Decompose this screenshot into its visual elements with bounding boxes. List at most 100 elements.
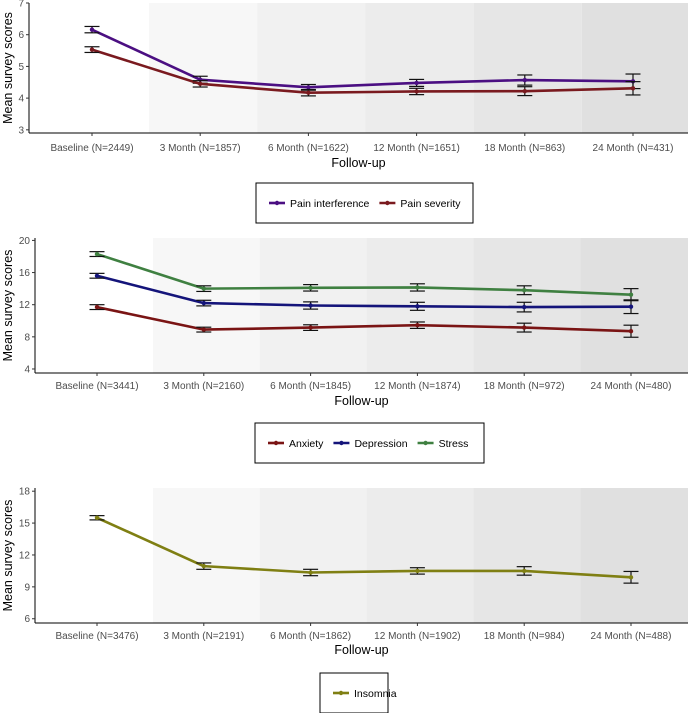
- legend-key-point: [423, 440, 428, 446]
- legend-key-point: [273, 440, 279, 446]
- legend-label: Depression: [354, 438, 407, 450]
- x-tick-label: 3 Month (N=2191): [163, 631, 244, 642]
- shade-band-5: [580, 238, 688, 373]
- y-tick-label: 5: [18, 62, 24, 73]
- data-point: [522, 568, 527, 574]
- legend-box: [255, 182, 474, 224]
- legend-label: Pain interference: [290, 198, 370, 210]
- series-stress: [89, 251, 639, 302]
- data-point: [522, 88, 527, 94]
- x-tick-label: 12 Month (N=1902): [374, 631, 460, 642]
- legend: Anxiety Depression Stress: [254, 422, 485, 464]
- data-point: [522, 304, 527, 310]
- data-point: [414, 89, 419, 94]
- x-tick-label: 6 Month (N=1622): [268, 143, 349, 154]
- data-point: [415, 568, 420, 574]
- legend-box: [254, 422, 485, 464]
- legend-label: Insomnia: [354, 688, 397, 700]
- y-tick-label: 4: [18, 94, 24, 105]
- legend: Pain interference Pain severity: [255, 182, 474, 224]
- x-tick-label: 12 Month (N=1874): [374, 381, 460, 392]
- shade-band-2: [257, 3, 366, 133]
- legend-label: Pain severity: [400, 198, 461, 210]
- data-point: [308, 325, 313, 330]
- x-tick-label: 18 Month (N=972): [484, 381, 565, 392]
- series-line: [91, 28, 634, 89]
- shade-band-3: [365, 3, 474, 133]
- y-axis-title: Mean survey scores: [1, 250, 15, 362]
- y-tick-label: 8: [24, 332, 30, 343]
- data-point: [201, 300, 206, 306]
- y-tick-label: 12: [19, 300, 31, 311]
- y-tick-label: 6: [18, 30, 24, 41]
- data-point: [201, 327, 206, 332]
- data-point: [94, 273, 100, 278]
- data-point: [628, 575, 634, 580]
- shade-band-4: [473, 3, 582, 133]
- data-point: [201, 563, 206, 569]
- x-tick-label: Baseline (N=2449): [50, 143, 133, 154]
- legend: Insomnia: [319, 672, 397, 713]
- data-point: [522, 77, 527, 83]
- series-line: [96, 274, 632, 309]
- data-point: [89, 47, 95, 52]
- series-pain-severity: [84, 46, 641, 97]
- shade-band-4: [473, 488, 581, 623]
- legend-item: Pain severity: [379, 198, 461, 210]
- data-point: [628, 329, 634, 334]
- y-tick-label: 9: [24, 582, 30, 593]
- chart-3: 6 9 12 15 18 Baseline (N=3476) 3 Month (N=2191…: [1, 487, 688, 713]
- x-tick-label: Baseline (N=3476): [55, 631, 138, 642]
- series-depression: [89, 272, 639, 315]
- y-tick-label: 20: [19, 236, 31, 247]
- x-tick-label: 6 Month (N=1845): [270, 381, 351, 392]
- x-tick-label: 24 Month (N=431): [593, 143, 674, 154]
- shade-band-5: [580, 488, 688, 623]
- x-tick-label: 3 Month (N=2160): [163, 381, 244, 392]
- data-point: [415, 304, 420, 309]
- data-point: [94, 251, 100, 257]
- legend-label: Anxiety: [289, 438, 324, 450]
- x-tick-label: 18 Month (N=984): [484, 631, 565, 642]
- data-point: [628, 304, 634, 309]
- shade-band-2: [259, 488, 367, 623]
- chart-1: 3 4 5 6 7 Baseline (N=2449) 3 Month (N=1857) 6 …: [1, 0, 688, 224]
- series-line: [96, 516, 632, 579]
- legend-item: Anxiety: [268, 438, 324, 450]
- data-point: [628, 292, 634, 297]
- y-tick-label: 12: [19, 550, 31, 561]
- series-line: [96, 252, 632, 296]
- x-tick-label: Baseline (N=3441): [55, 381, 138, 392]
- y-axis-title: Mean survey scores: [1, 12, 15, 124]
- x-axis-title: Follow-up: [334, 643, 388, 657]
- x-tick-label: 6 Month (N=1862): [270, 631, 351, 642]
- data-point: [630, 86, 636, 91]
- shade-band-1: [149, 3, 258, 133]
- y-tick-label: 3: [18, 125, 24, 136]
- series-line: [91, 48, 634, 95]
- y-tick-label: 4: [24, 364, 30, 375]
- legend-key-point: [274, 200, 280, 206]
- shade-band-3: [366, 488, 474, 623]
- legend-box: [319, 672, 389, 713]
- data-point: [94, 515, 100, 520]
- y-tick-label: 7: [18, 0, 24, 10]
- data-point: [522, 325, 527, 330]
- x-axis-title: Follow-up: [331, 156, 385, 170]
- y-tick-label: 6: [24, 614, 30, 625]
- data-point: [198, 81, 203, 87]
- data-point: [415, 322, 420, 328]
- data-point: [94, 304, 100, 310]
- series-line: [96, 305, 632, 333]
- x-tick-label: 3 Month (N=1857): [160, 143, 241, 154]
- y-tick-label: 15: [19, 519, 31, 530]
- data-point: [89, 27, 95, 32]
- data-point: [306, 90, 311, 95]
- data-point: [308, 303, 313, 308]
- x-tick-label: 24 Month (N=488): [591, 631, 672, 642]
- shade-band-1: [153, 488, 260, 623]
- legend-key-point: [339, 440, 344, 446]
- legend-label: Stress: [439, 438, 469, 450]
